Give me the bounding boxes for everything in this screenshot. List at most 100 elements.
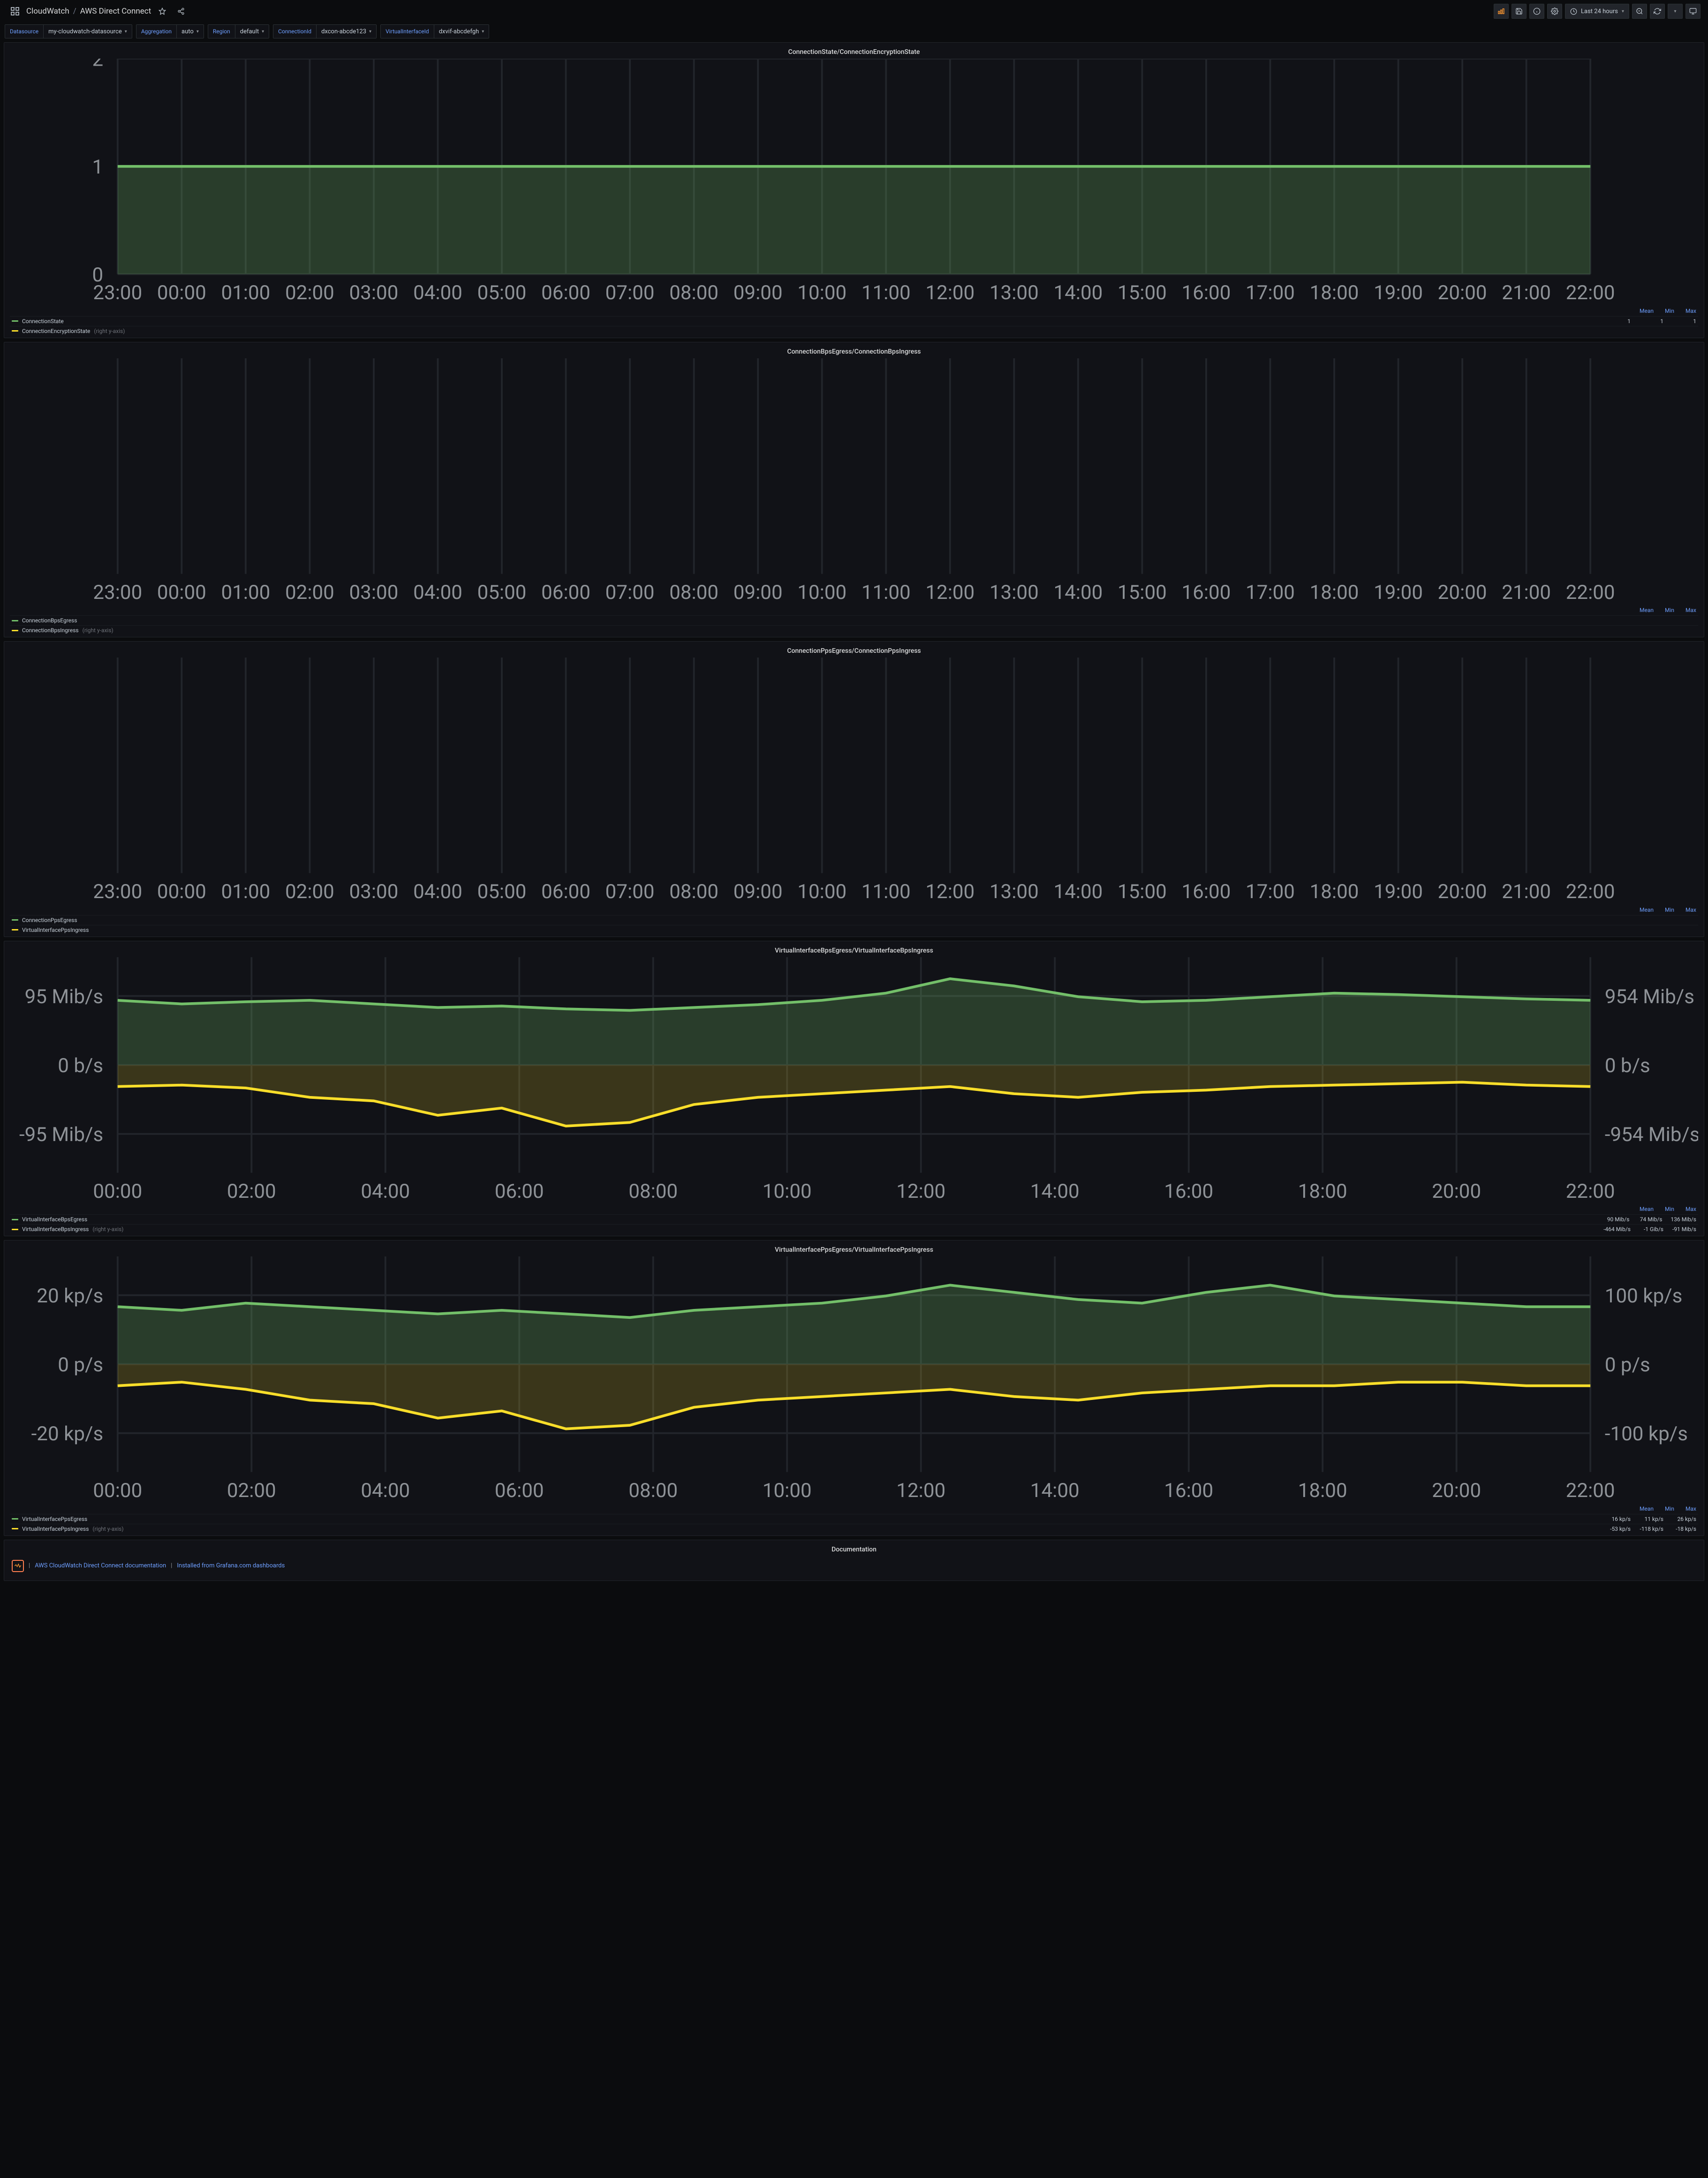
stat-header: Min bbox=[1665, 1505, 1674, 1512]
time-range-picker[interactable]: Last 24 hours ▾ bbox=[1565, 4, 1629, 19]
panel-title[interactable]: VirtualInterfacePpsEgress/VirtualInterfa… bbox=[10, 1244, 1698, 1256]
svg-text:00:00: 00:00 bbox=[93, 1479, 142, 1502]
doc-separator: | bbox=[171, 1562, 172, 1569]
legend-row[interactable]: ConnectionEncryptionState(right y-axis) bbox=[10, 326, 1698, 336]
legend-series-name: VirtualInterfacePpsIngress bbox=[22, 1526, 89, 1532]
variable-value-dropdown[interactable]: dxvif-abcdefgh ▾ bbox=[434, 25, 489, 38]
legend-row[interactable]: VirtualInterfaceBpsIngress(right y-axis)… bbox=[10, 1224, 1698, 1234]
chart[interactable]: 23:0000:0001:0002:0003:0004:0005:0006:00… bbox=[10, 358, 1698, 606]
dashboard-grid-icon[interactable] bbox=[8, 4, 23, 19]
save-icon[interactable] bbox=[1512, 4, 1527, 19]
refresh-icon[interactable] bbox=[1650, 4, 1665, 19]
legend-value: 1 bbox=[1606, 318, 1631, 325]
chevron-down-icon: ▾ bbox=[482, 29, 484, 34]
refresh-interval-dropdown[interactable]: ▾ bbox=[1668, 4, 1683, 19]
legend-swatch bbox=[12, 1219, 18, 1220]
legend-series-name: VirtualInterfaceBpsEgress bbox=[22, 1216, 87, 1223]
doc-link-aws[interactable]: AWS CloudWatch Direct Connect documentat… bbox=[35, 1562, 166, 1569]
svg-text:01:00: 01:00 bbox=[221, 880, 270, 903]
chart[interactable]: 23:0000:0001:0002:0003:0004:0005:0006:00… bbox=[10, 59, 1698, 307]
legend-value: -91 Mib/s bbox=[1672, 1226, 1696, 1233]
legend-swatch bbox=[12, 330, 18, 332]
svg-text:18:00: 18:00 bbox=[1298, 1479, 1347, 1502]
svg-text:19:00: 19:00 bbox=[1374, 281, 1423, 304]
legend-series-name: VirtualInterfacePpsEgress bbox=[22, 1516, 87, 1522]
star-icon[interactable] bbox=[155, 4, 170, 19]
chevron-down-icon: ▾ bbox=[1622, 9, 1624, 14]
svg-text:02:00: 02:00 bbox=[227, 1479, 276, 1502]
info-icon[interactable] bbox=[1529, 4, 1544, 19]
variable-value-dropdown[interactable]: default ▾ bbox=[235, 25, 269, 38]
svg-text:0 p/s: 0 p/s bbox=[1605, 1354, 1650, 1376]
legend-row[interactable]: VirtualInterfacePpsEgress16 kp/s11 kp/s2… bbox=[10, 1514, 1698, 1524]
zoom-out-icon[interactable] bbox=[1632, 4, 1647, 19]
svg-text:20:00: 20:00 bbox=[1438, 880, 1487, 903]
panel-title[interactable]: VirtualInterfaceBpsEgress/VirtualInterfa… bbox=[10, 945, 1698, 957]
legend-row[interactable]: ConnectionBpsIngress(right y-axis) bbox=[10, 625, 1698, 635]
svg-text:10:00: 10:00 bbox=[763, 1479, 812, 1502]
legend-axis-note: (right y-axis) bbox=[83, 627, 113, 634]
legend-stat-headers: MeanMinMax bbox=[10, 1505, 1698, 1514]
legend-stat-headers: MeanMinMax bbox=[10, 606, 1698, 615]
variable-label: Aggregation bbox=[136, 25, 177, 38]
legend-values: -53 kp/s-118 kp/s-18 kp/s bbox=[1606, 1526, 1696, 1532]
svg-text:06:00: 06:00 bbox=[541, 880, 590, 903]
header-toolbar: Last 24 hours ▾ ▾ bbox=[1494, 4, 1700, 19]
panel-title[interactable]: Documentation bbox=[10, 1544, 1698, 1556]
variable-connectionid: ConnectionIddxcon-abcde123 ▾ bbox=[273, 24, 377, 38]
panel-title[interactable]: ConnectionState/ConnectionEncryptionStat… bbox=[10, 46, 1698, 59]
stat-header: Max bbox=[1685, 607, 1696, 613]
svg-text:01:00: 01:00 bbox=[221, 581, 270, 604]
legend-value: -1 Gib/s bbox=[1639, 1226, 1663, 1233]
svg-text:0: 0 bbox=[92, 264, 104, 287]
legend-row[interactable]: ConnectionPpsEgress bbox=[10, 915, 1698, 925]
breadcrumb-root[interactable]: CloudWatch bbox=[26, 7, 69, 16]
variable-value-dropdown[interactable]: my-cloudwatch-datasource ▾ bbox=[44, 25, 132, 38]
svg-text:06:00: 06:00 bbox=[495, 1180, 544, 1203]
legend-swatch bbox=[12, 320, 18, 322]
legend-value: -18 kp/s bbox=[1672, 1526, 1696, 1532]
chart[interactable]: 00:0002:0004:0006:0008:0010:0012:0014:00… bbox=[10, 1256, 1698, 1505]
svg-text:15:00: 15:00 bbox=[1118, 581, 1167, 604]
legend-value: 90 Mib/s bbox=[1605, 1216, 1630, 1223]
chart[interactable]: 23:0000:0001:0002:0003:0004:0005:0006:00… bbox=[10, 658, 1698, 906]
doc-link-grafana[interactable]: Installed from Grafana.com dashboards bbox=[177, 1562, 285, 1569]
legend-row[interactable]: ConnectionState111 bbox=[10, 316, 1698, 326]
svg-text:13:00: 13:00 bbox=[990, 581, 1039, 604]
panel-title[interactable]: ConnectionPpsEgress/ConnectionPpsIngress bbox=[10, 645, 1698, 658]
legend-series-name: ConnectionBpsEgress bbox=[22, 617, 77, 624]
svg-text:2: 2 bbox=[92, 59, 104, 71]
variable-value-dropdown[interactable]: dxcon-abcde123 ▾ bbox=[317, 25, 376, 38]
svg-text:14:00: 14:00 bbox=[1053, 281, 1103, 304]
chart[interactable]: 00:0002:0004:0006:0008:0010:0012:0014:00… bbox=[10, 957, 1698, 1205]
share-icon[interactable] bbox=[174, 4, 189, 19]
svg-text:07:00: 07:00 bbox=[605, 281, 655, 304]
svg-text:10:00: 10:00 bbox=[797, 581, 846, 604]
svg-text:05:00: 05:00 bbox=[477, 880, 527, 903]
legend-row[interactable]: VirtualInterfacePpsIngress(right y-axis)… bbox=[10, 1524, 1698, 1534]
svg-text:03:00: 03:00 bbox=[349, 581, 399, 604]
svg-text:19:00: 19:00 bbox=[1374, 581, 1423, 604]
svg-text:13:00: 13:00 bbox=[990, 281, 1039, 304]
panel-title[interactable]: ConnectionBpsEgress/ConnectionBpsIngress bbox=[10, 346, 1698, 358]
svg-text:21:00: 21:00 bbox=[1502, 880, 1551, 903]
stat-header: Max bbox=[1685, 308, 1696, 314]
tv-mode-icon[interactable] bbox=[1685, 4, 1700, 19]
svg-text:20:00: 20:00 bbox=[1432, 1479, 1481, 1502]
legend-row[interactable]: VirtualInterfaceBpsEgress90 Mib/s74 Mib/… bbox=[10, 1214, 1698, 1224]
svg-text:11:00: 11:00 bbox=[862, 880, 911, 903]
chevron-down-icon: ▾ bbox=[196, 29, 199, 34]
svg-text:19:00: 19:00 bbox=[1374, 880, 1423, 903]
add-panel-icon[interactable] bbox=[1494, 4, 1509, 19]
legend-value: 1 bbox=[1672, 318, 1696, 325]
svg-text:04:00: 04:00 bbox=[361, 1479, 410, 1502]
panel-documentation: Documentation | AWS CloudWatch Direct Con… bbox=[4, 1540, 1704, 1581]
svg-text:18:00: 18:00 bbox=[1310, 880, 1359, 903]
settings-icon[interactable] bbox=[1547, 4, 1562, 19]
stat-header: Max bbox=[1685, 1505, 1696, 1512]
svg-text:18:00: 18:00 bbox=[1310, 581, 1359, 604]
variable-value-dropdown[interactable]: auto ▾ bbox=[177, 25, 204, 38]
legend-row[interactable]: ConnectionBpsEgress bbox=[10, 615, 1698, 625]
legend-row[interactable]: VirtualInterfacePpsIngress bbox=[10, 925, 1698, 935]
breadcrumb-page[interactable]: AWS Direct Connect bbox=[80, 7, 151, 16]
